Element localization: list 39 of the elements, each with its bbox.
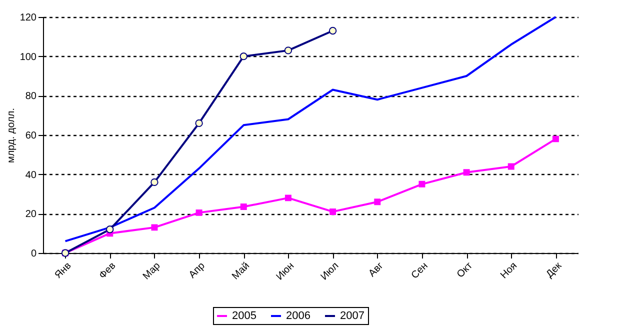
y-tick-label: 120 — [20, 12, 37, 24]
y-tick-label: 60 — [25, 130, 37, 142]
point — [463, 169, 470, 176]
x-tick-label: Янв — [53, 260, 74, 282]
y-tick-label: 40 — [25, 170, 37, 181]
x-tick-label: Авг — [366, 260, 386, 280]
x-tick-label: Сен — [410, 260, 430, 282]
legend-label: 2006 — [286, 310, 310, 322]
point — [508, 163, 514, 170]
x-tick-label: Фев — [97, 260, 118, 282]
point — [150, 178, 158, 186]
x-tick-label: Мар — [141, 260, 164, 282]
line-series — [64, 16, 557, 242]
point — [240, 204, 247, 210]
point — [196, 209, 202, 216]
y-axis-title: млрд. долл. — [6, 108, 17, 164]
y-tick-label: 0 — [30, 248, 37, 260]
point — [240, 52, 248, 60]
x-tick-label: Апр — [187, 260, 208, 281]
y-tick-label: 100 — [20, 52, 37, 63]
point — [374, 198, 381, 206]
point — [330, 208, 336, 215]
x-tick-label: Июл — [318, 260, 342, 283]
point — [151, 224, 158, 231]
x-tick-label: Июн — [274, 260, 296, 283]
point — [106, 226, 114, 234]
x-tick-label: Окт — [455, 260, 476, 280]
point — [328, 26, 337, 35]
y-tick-label: 20 — [25, 209, 37, 220]
legend-label: 2005 — [232, 310, 256, 322]
y-tick-label: 80 — [25, 91, 37, 102]
x-tick-label: Дек — [544, 260, 564, 280]
point — [284, 194, 292, 202]
legend-label: 2007 — [340, 310, 364, 322]
point — [418, 180, 426, 188]
x-tick-label: Ноя — [498, 260, 520, 282]
point — [552, 136, 559, 142]
point — [284, 46, 292, 54]
point — [195, 119, 203, 128]
